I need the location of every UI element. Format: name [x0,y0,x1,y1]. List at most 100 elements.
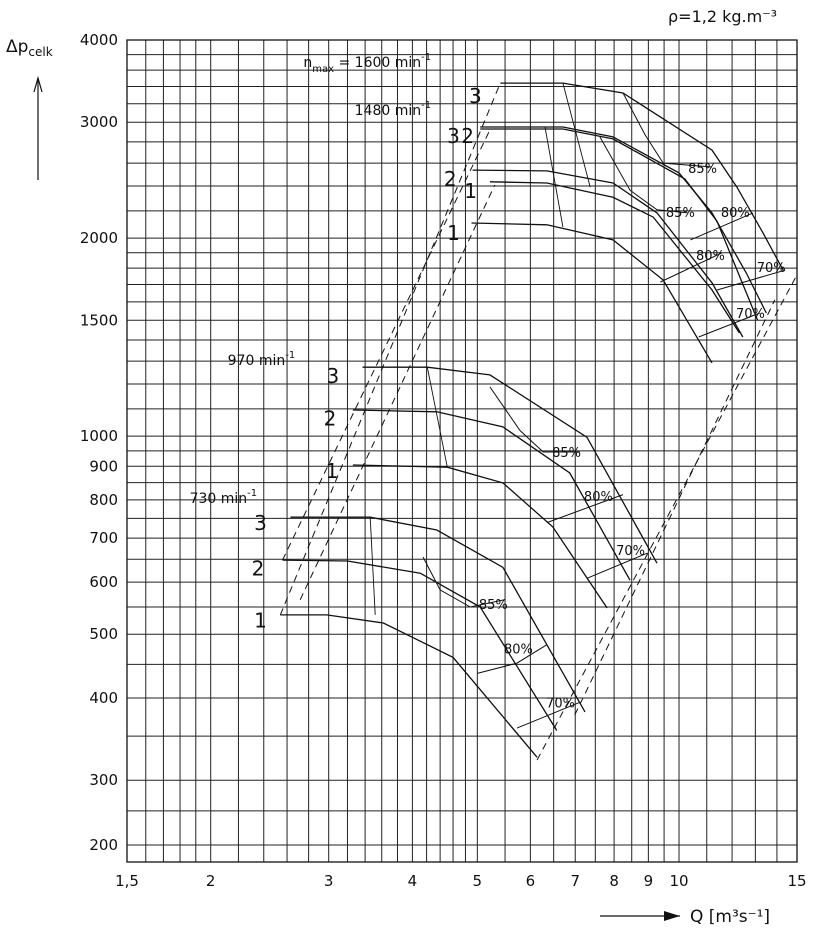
y-tick-label: 300 [89,771,118,789]
efficiency-line [622,92,713,168]
efficiency-lines [422,92,786,729]
axis-ticks: 1,5 2 3 4 5 6 7 8 9 10 154000300020001500100090080… [80,31,807,890]
y-tick-label: 200 [89,836,118,854]
curve-730-blade-2 [282,559,558,731]
efficiency-label: 80% [504,642,533,657]
y-tick-label: 900 [89,457,118,475]
x-tick-label: 6 [526,872,536,890]
y-tick-label: 800 [89,491,118,509]
curve-730-blade-1 [280,614,538,758]
y-tick-label: 4000 [80,31,118,49]
auxiliary-line [426,367,448,468]
efficiency-label: 70% [616,544,645,559]
efficiency-label: 85% [688,162,717,177]
x-tick-label: 5 [473,872,483,890]
efficiency-label: 70% [736,307,765,322]
auxiliary-line [562,82,591,188]
y-tick-label: 1500 [80,311,118,329]
curve-970-blade-2 [352,409,631,581]
efficiency-label: 80% [584,490,613,505]
plot-frame [126,39,798,863]
curve-label: 3 [447,124,460,148]
x-tick-label: 1,5 [115,872,139,890]
dashed-boundary-line [574,299,776,716]
x-tick-label: 2 [206,872,216,890]
chart-labels: 85%85% 80%80%70%70%85%80%70%85%80%70%3232… [190,52,786,711]
efficiency-label: 70% [757,261,786,276]
curve-label: 1 [447,221,460,245]
efficiency-line [660,252,723,283]
y-tick-label: 600 [89,573,118,591]
auxiliary-lines [369,82,591,615]
x-tick-label: 4 [408,872,418,890]
curve-970-blade-3 [362,366,658,564]
grid [126,39,798,863]
efficiency-line [716,269,786,291]
y-tick-label: 400 [89,689,118,707]
curve-970-blade-1 [352,464,608,609]
efficiency-line [586,552,648,579]
curve-label: 3 [327,364,340,388]
x-tick-label: 3 [324,872,334,890]
characteristic-curves [280,82,784,758]
y-tick-label: 700 [89,529,118,547]
y-tick-label: 1000 [80,427,118,445]
curve-label: 1 [464,179,477,203]
speed-label: nmax = 1600 min-1 [303,52,431,75]
efficiency-line [516,701,580,729]
speed-label: 970 min-1 [228,350,296,369]
y-tick-label: 2000 [80,229,118,247]
y-axis-title: Δpcelk [6,37,53,180]
curve-1600-blade-3 [500,82,784,271]
y-axis-arrowhead [33,75,43,93]
curve-label: 2 [444,167,457,191]
y-axis-label: Δpcelk [6,37,53,59]
curve-label: 2 [324,407,337,431]
curve-label: 2 [252,557,265,581]
x-tick-label: 8 [609,872,619,890]
curve-1600-blade-2 [480,126,767,314]
auxiliary-line [369,517,376,615]
y-tick-label: 3000 [80,113,118,131]
curve-1480-blade-3 [480,128,759,321]
curve-label: 3 [254,511,267,535]
efficiency-line [698,312,760,338]
efficiency-line [690,212,754,241]
speed-label: 1480 min-1 [355,100,431,119]
y-tick-label: 500 [89,625,118,643]
dashed-boundary-line [282,129,491,561]
x-tick-label: 15 [787,872,806,890]
density-label: ρ=1,2 kg.m⁻³ [668,7,777,26]
dashed-boundary-lines [279,82,798,761]
dashed-boundary-line [536,274,798,761]
efficiency-label: 70% [546,696,575,711]
curve-1600-blade-1 [489,181,740,334]
x-axis-title: Q [m³s⁻¹] [600,907,770,927]
efficiency-label: 80% [721,206,750,221]
efficiency-line [599,136,688,214]
efficiency-line [422,556,505,608]
x-tick-label: 10 [669,872,688,890]
x-axis-arrowhead [664,911,680,921]
efficiency-line [546,494,624,524]
curve-label: 1 [254,609,267,633]
auxiliary-line [544,126,564,228]
efficiency-label: 85% [666,206,695,221]
efficiency-line [477,644,548,674]
curve-1480-blade-2 [472,169,744,338]
efficiency-label: 85% [552,446,581,461]
efficiency-label: 80% [696,249,725,264]
x-tick-label: 7 [570,872,580,890]
efficiency-line [489,386,580,453]
x-axis-label: Q [m³s⁻¹] [690,907,770,927]
efficiency-label: 85% [479,598,508,613]
curve-label: 1 [326,459,339,483]
curve-label: 3 [469,84,482,108]
curve-730-blade-3 [290,516,586,713]
curve-1480-blade-1 [471,222,713,364]
x-tick-label: 9 [644,872,654,890]
speed-label: 730 min-1 [190,488,258,507]
dashed-boundary-line [299,184,496,601]
curve-label: 2 [461,124,474,148]
